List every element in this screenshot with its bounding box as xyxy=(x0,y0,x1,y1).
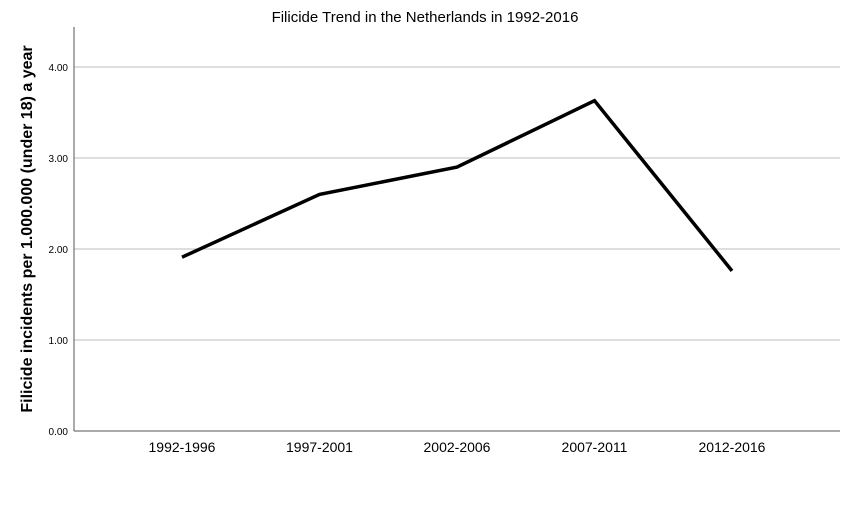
x-tick-label: 1997-2001 xyxy=(286,439,353,455)
y-axis-label: Filicide incidents per 1.000.000 (under … xyxy=(19,45,36,412)
y-tick-label: 4.00 xyxy=(49,63,69,74)
series-line xyxy=(181,98,734,272)
y-tick-label: 2.00 xyxy=(49,245,69,256)
x-tick-label: 2012-2016 xyxy=(699,439,766,455)
x-tick-label: 2002-2006 xyxy=(424,439,491,455)
y-tick-label: 1.00 xyxy=(49,336,69,347)
x-tick-label: 2007-2011 xyxy=(562,439,628,455)
chart-title: Filicide Trend in the Netherlands in 199… xyxy=(272,9,579,26)
y-tick-label: 0.00 xyxy=(49,427,69,438)
x-tick-label: 1992-1996 xyxy=(149,439,216,455)
y-tick-label: 3.00 xyxy=(49,154,69,165)
